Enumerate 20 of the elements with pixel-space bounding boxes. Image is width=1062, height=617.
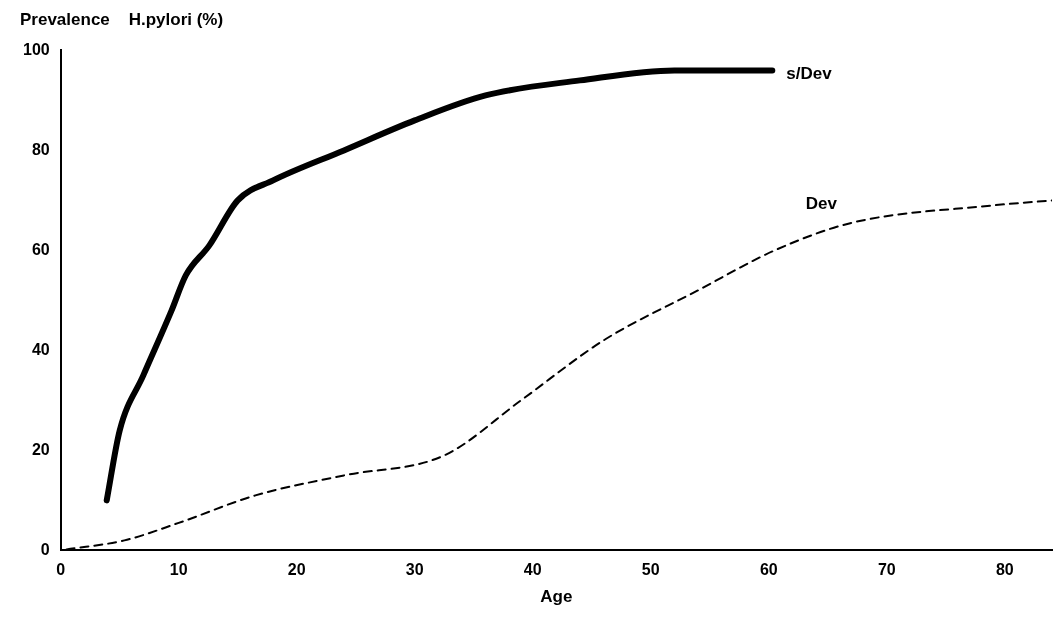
series-label: s/Dev — [786, 64, 833, 84]
x-tick-label: 30 — [405, 561, 424, 579]
x-tick-label: 20 — [287, 561, 306, 579]
y-tick-label: 100 — [22, 40, 50, 58]
x-tick-label: 10 — [169, 561, 188, 579]
y-tick-label: 20 — [31, 440, 50, 458]
x-axis-title: Age — [540, 587, 573, 607]
x-tick-label: 0 — [56, 561, 66, 579]
line-series — [65, 199, 1052, 551]
y-tick-label: 60 — [31, 240, 50, 258]
x-tick-label: 40 — [523, 561, 542, 579]
y-tick-label: 40 — [31, 340, 50, 358]
y-tick-label: 0 — [40, 540, 50, 558]
x-tick-label: 80 — [995, 561, 1014, 579]
x-tick-label: 60 — [759, 561, 778, 579]
chart-title: Prevalence H.pylori (%) — [20, 9, 224, 29]
series-label: Dev — [805, 194, 838, 214]
y-tick-label: 80 — [31, 140, 50, 158]
x-tick-label: 50 — [641, 561, 660, 579]
x-tick-label: 70 — [877, 561, 896, 579]
